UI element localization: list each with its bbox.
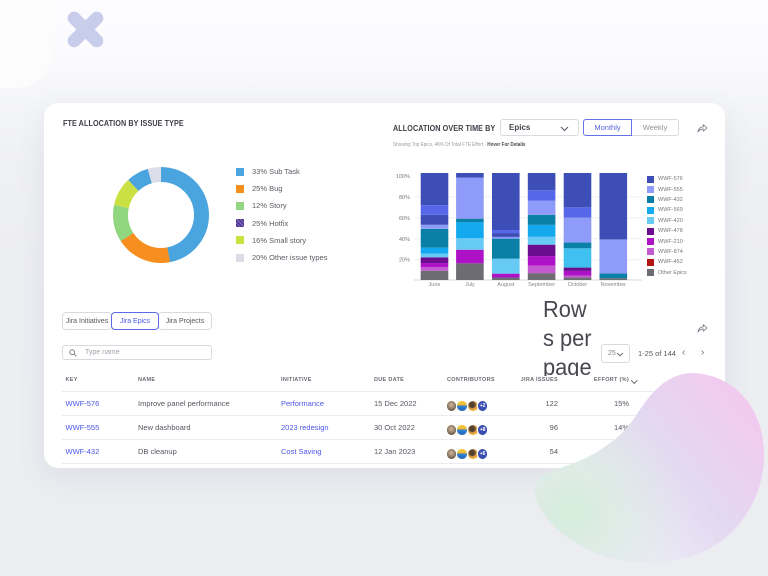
svg-text:60%: 60% [399,215,410,221]
svg-text:August: August [497,282,515,288]
svg-text:June: June [429,282,441,288]
svg-text:July: July [465,282,475,288]
svg-text:November: November [601,282,627,288]
svg-text:40%: 40% [399,236,410,242]
svg-text:October: October [568,282,588,288]
svg-text:100%: 100% [396,174,410,180]
svg-text:September: September [528,282,555,288]
svg-text:80%: 80% [399,194,410,200]
svg-text:20%: 20% [399,257,410,263]
